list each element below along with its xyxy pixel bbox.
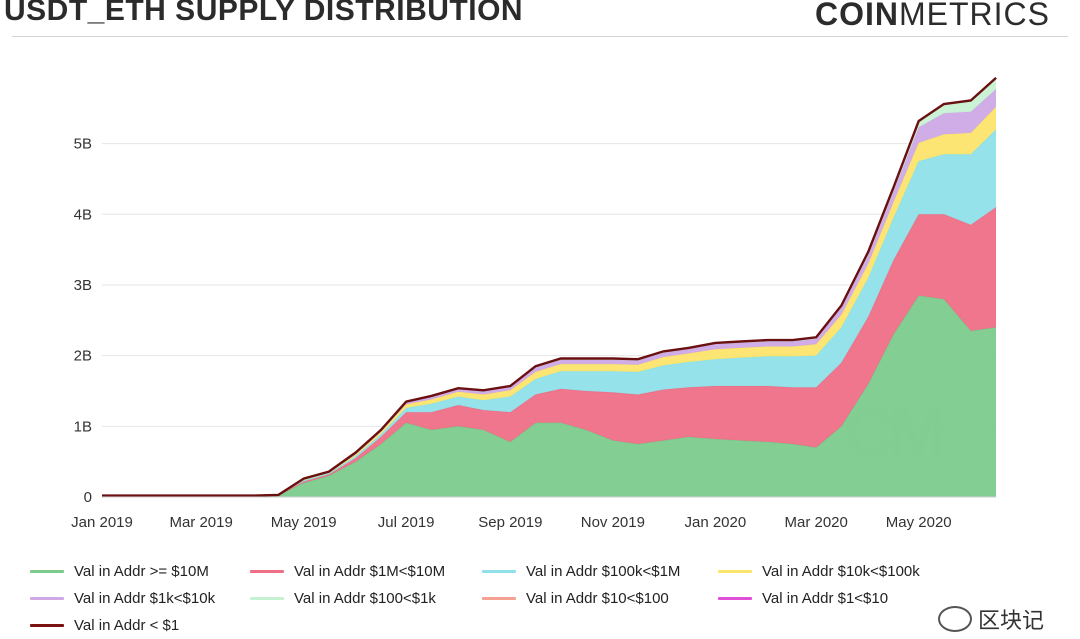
legend-swatch — [718, 597, 752, 600]
y-tick-label: 2B — [74, 348, 92, 365]
area-series — [102, 207, 996, 496]
legend-swatch — [30, 597, 64, 600]
legend-label: Val in Addr $100<$1k — [294, 590, 436, 607]
legend-item[interactable]: Val in Addr $1k<$10k — [30, 590, 215, 607]
legend-label: Val in Addr >= $10M — [74, 563, 209, 580]
x-tick-label: May 2019 — [271, 514, 337, 531]
legend-swatch — [250, 597, 284, 600]
legend-swatch — [482, 597, 516, 600]
x-tick-label: Jul 2019 — [378, 514, 435, 531]
legend-swatch — [482, 570, 516, 573]
x-tick-label: Mar 2020 — [785, 514, 848, 531]
y-tick-label: 3B — [74, 277, 92, 294]
legend-item[interactable]: Val in Addr $1<$10 — [718, 590, 888, 607]
brand-light: METRICS — [899, 0, 1050, 32]
legend-item[interactable]: Val in Addr $1M<$10M — [250, 563, 445, 580]
legend-swatch — [250, 570, 284, 573]
legend-label: Val in Addr $1k<$10k — [74, 590, 216, 607]
brand-logo: COINMETRICS — [815, 0, 1050, 33]
legend-item[interactable]: Val in Addr $10<$100 — [482, 590, 669, 607]
legend-item[interactable]: Val in Addr $10k<$100k — [718, 563, 920, 580]
legend-item[interactable]: Val in Addr >= $10M — [30, 563, 209, 580]
x-tick-label: Sep 2019 — [478, 514, 542, 531]
legend-label: Val in Addr $10k<$100k — [762, 563, 920, 580]
chart-title: USDT_ETH SUPPLY DISTRIBUTION — [4, 0, 524, 27]
area-series — [102, 295, 996, 497]
y-tick-label: 5B — [74, 136, 92, 153]
legend-swatch — [30, 570, 64, 573]
x-tick-label: Nov 2019 — [581, 514, 645, 531]
wechat-icon — [937, 606, 972, 632]
y-tick-label: 4B — [74, 206, 92, 223]
legend-label: Val in Addr $1<$10 — [762, 590, 889, 607]
x-tick-label: May 2020 — [886, 514, 952, 531]
legend-item[interactable]: Val in Addr < $1 — [30, 617, 179, 634]
total-supply-line — [102, 77, 997, 497]
area-chart: 0 1B 2B 3B 4B 5B Jan 2019 Mar 2019 May 2019 Jul 2… — [71, 77, 997, 531]
x-tick-label: Mar 2019 — [169, 514, 232, 531]
legend-swatch — [718, 570, 752, 573]
x-tick-label: Jan 2020 — [684, 514, 746, 531]
legend-swatch — [30, 624, 64, 627]
legend-item[interactable]: Val in Addr $100<$1k — [250, 590, 436, 607]
legend-item[interactable]: Val in Addr $100k<$1M — [482, 563, 680, 580]
legend-label: Val in Addr $10<$100 — [526, 590, 669, 607]
legend-label: Val in Addr $1M<$10M — [294, 563, 446, 580]
legend-label: Val in Addr < $1 — [74, 617, 180, 634]
y-tick-label: 0 — [84, 489, 92, 506]
watermark-text: 区块记 — [977, 608, 1044, 633]
header-divider — [12, 36, 1068, 37]
x-tick-label: Jan 2019 — [71, 514, 133, 531]
source-watermark: 区块记 — [937, 603, 1044, 635]
legend-label: Val in Addr $100k<$1M — [526, 563, 681, 580]
y-tick-label: 1B — [74, 418, 92, 435]
brand-bold: COIN — [815, 0, 899, 32]
